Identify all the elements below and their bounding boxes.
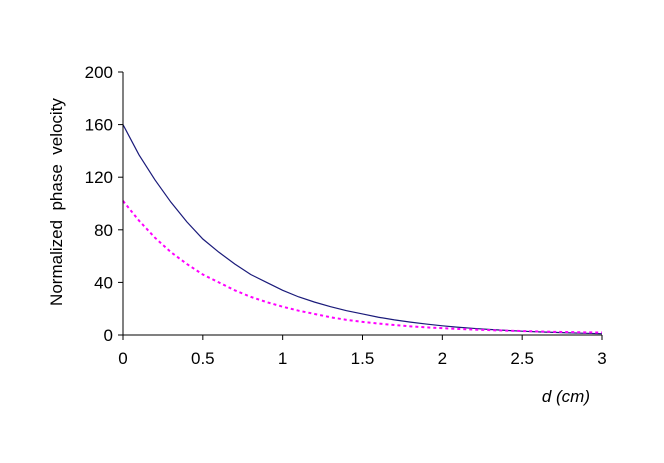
y-tick-label: 80 [94, 221, 113, 240]
x-axis-title: d (cm) [542, 387, 590, 406]
y-tick-label: 120 [85, 168, 113, 187]
x-tick-label: 2.5 [510, 349, 534, 368]
y-axis-title: Normalized phase velocity [47, 98, 66, 306]
x-tick-label: 2 [438, 349, 447, 368]
x-tick-label: 1.5 [351, 349, 375, 368]
series-line-1 [122, 124, 603, 335]
y-tick-label: 0 [104, 326, 113, 345]
x-tick-label: 3 [597, 349, 606, 368]
x-tick-label: 0.5 [191, 349, 215, 368]
axes [118, 71, 603, 340]
x-tick-label: 1 [278, 349, 287, 368]
y-tick-label: 40 [94, 273, 113, 292]
tick-labels: 0 40 80 120 160 200 0 0.5 1 1.5 2 2.5 3 [85, 63, 607, 368]
x-tick-label: 0 [118, 349, 127, 368]
series-line-2 [122, 200, 603, 334]
series-lines [122, 124, 603, 335]
y-tick-label: 160 [85, 116, 113, 135]
y-tick-label: 200 [85, 63, 113, 82]
